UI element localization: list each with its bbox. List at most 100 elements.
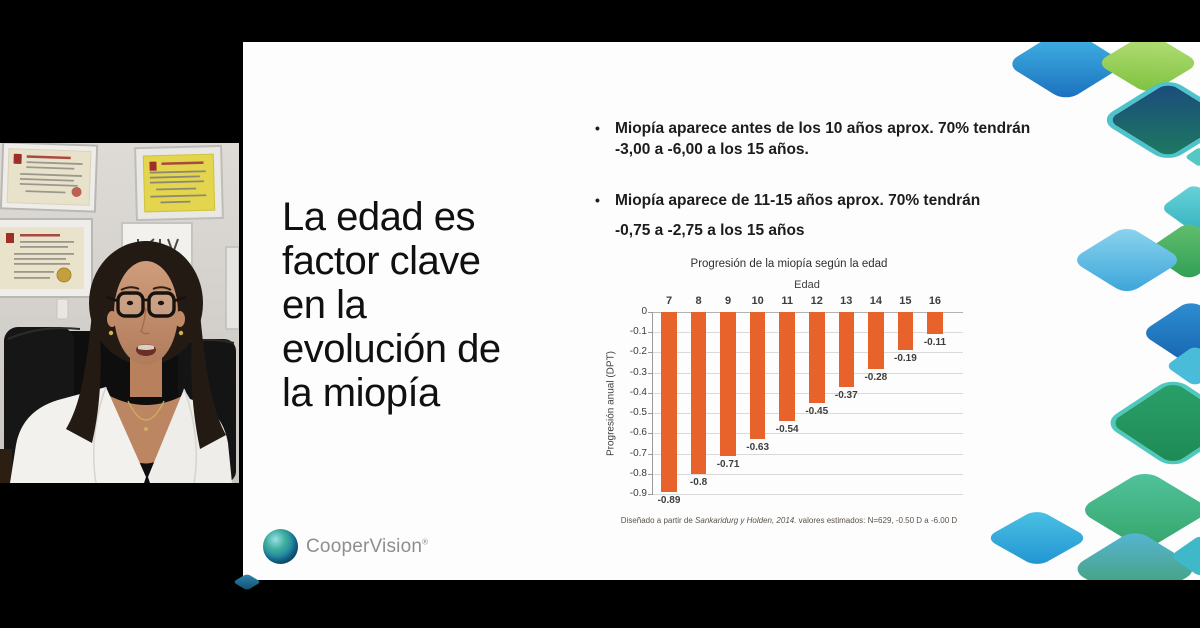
chart-y-tick — [648, 413, 653, 415]
chart-gridline — [653, 372, 963, 374]
certificate-frame — [134, 144, 224, 222]
presenter-illustration — [0, 143, 239, 483]
registered-mark: ® — [422, 537, 429, 547]
webcam-video — [0, 143, 239, 483]
logo-word: CooperVision — [306, 535, 423, 557]
chart-value-label: -0.19 — [893, 353, 917, 365]
chart-y-tick — [648, 433, 653, 435]
chart-value-label: -0.11 — [923, 337, 947, 349]
chart-y-tick — [648, 312, 653, 313]
chart-y-tick-label: -0.9 — [629, 488, 647, 499]
bullet-item: • Miopía aparece de 11-15 años aprox. 70… — [595, 190, 1095, 241]
coopervision-globe-icon — [263, 529, 298, 564]
bullet-list: • Miopía aparece antes de los 10 años ap… — [595, 118, 1095, 241]
chart-x-tick-label: 12 — [810, 295, 823, 307]
chart-gridline — [653, 453, 963, 455]
chart-y-tick-label: -0.4 — [629, 386, 647, 398]
chart-gridline — [653, 392, 963, 394]
earring — [178, 330, 184, 336]
chart-x-axis-title: Edad — [794, 279, 820, 291]
bullet-text: Miopía aparece de 11-15 años aprox. 70% … — [615, 192, 981, 209]
glasses — [105, 291, 187, 318]
certificate-frame — [0, 218, 93, 298]
chart-value-label: -0.71 — [716, 458, 740, 470]
chart-x-tick-label: 13 — [840, 295, 853, 307]
chart-y-tick — [648, 352, 653, 354]
chart-y-tick-label: -0.8 — [629, 467, 647, 479]
chart-gridline — [653, 413, 963, 415]
chart-x-tick-label: 9 — [725, 295, 732, 307]
slide-title-line: en la — [282, 283, 367, 327]
chart-y-tick — [648, 453, 653, 455]
chart-bar — [838, 312, 855, 387]
slide-title-line: la miopía — [282, 371, 440, 415]
chart-bar — [809, 312, 825, 403]
slide-title-line: evolución de — [282, 327, 501, 371]
chart-y-tick — [648, 494, 653, 495]
necklace — [127, 400, 165, 421]
chart-y-tick-label: -0.5 — [629, 407, 647, 419]
chart-value-label: -0.28 — [864, 371, 888, 383]
slide-title: La edad es factor clave en la evolución … — [282, 195, 501, 415]
bullet-text: -0,75 a -2,75 a los 15 años — [615, 222, 805, 239]
chart-value-label: -0.63 — [746, 442, 770, 454]
chart-bar — [868, 312, 884, 369]
decor-diamond — [1098, 77, 1200, 163]
chart-bar — [661, 312, 677, 492]
chart-bar — [749, 312, 766, 440]
chart-gridline — [653, 494, 963, 495]
bullet-marker: • — [595, 120, 600, 136]
age-progression-chart: Progresión de la miopía según la edad Ed… — [603, 258, 975, 530]
earring — [108, 330, 114, 336]
chart-x-tick-label: 10 — [751, 295, 764, 307]
chart-x-tick-label: 14 — [869, 295, 882, 307]
chart-y-tick — [648, 392, 653, 394]
chart-y-tick-label: -0.3 — [629, 366, 647, 378]
chart-bar — [779, 312, 795, 422]
coopervision-logo-text: CooperVision® — [306, 536, 428, 558]
footnote-suffix: valores estimados: N=629, -0.50 D a -6.0… — [796, 516, 958, 525]
light-switch — [56, 298, 69, 320]
presenter — [10, 241, 232, 483]
chart-gridline — [653, 312, 963, 313]
bullet-text: Miopía aparece antes de los 10 años apro… — [615, 120, 1031, 137]
chart-title: Progresión de la miopía según la edad — [690, 258, 888, 270]
chart-x-tick-label: 7 — [665, 295, 673, 307]
chart-bar — [897, 312, 914, 351]
chart-plot-area: 7 -0.89 8 -0.8 9 -0.71 10 -0.63 11 -0.54 12 -0.45 13… — [648, 295, 963, 506]
chart-value-label: -0.37 — [834, 389, 858, 401]
chart-x-tick-label: 8 — [695, 295, 702, 307]
chart-y-tick-label: -0.1 — [629, 326, 647, 338]
chart-x-tick-label: 15 — [899, 295, 912, 307]
coopervision-logo: CooperVision® — [263, 529, 428, 564]
footnote-source: Sankaridurg y Holden, 2014. — [695, 516, 797, 525]
chart-gridline — [653, 473, 963, 475]
chart-value-label: -0.89 — [657, 494, 681, 506]
chart-y-tick — [648, 332, 653, 334]
bullet-text: -3,00 a -6,00 a los 15 años. — [615, 141, 809, 158]
decor-diamond — [984, 508, 1090, 568]
chart-y-tick-label: -0.7 — [629, 447, 647, 459]
decor-diamond — [1005, 42, 1127, 102]
chart-y-tick — [648, 372, 653, 374]
bullet-marker: • — [595, 192, 600, 208]
chart-value-label: -0.8 — [689, 476, 708, 488]
chart-bar — [720, 312, 736, 456]
chart-bar — [927, 312, 943, 335]
chart-gridline — [653, 352, 963, 354]
footnote-prefix: Diseñado a partir de — [620, 516, 696, 525]
chart-y-tick — [648, 473, 653, 475]
chart-y-tick-label: 0 — [641, 306, 647, 317]
slide-title-line: factor clave — [282, 239, 481, 283]
chart-y-tick-label: -0.6 — [629, 427, 647, 439]
decor-diamond — [1102, 376, 1200, 470]
chart-value-label: -0.54 — [775, 424, 799, 436]
bullet-item: • Miopía aparece antes de los 10 años ap… — [595, 118, 1095, 160]
chart-bar — [690, 312, 707, 474]
chart-gridline — [653, 433, 963, 435]
chart-x-tick-label: 11 — [781, 295, 793, 307]
chart-y-tick-label: -0.2 — [629, 346, 647, 358]
chart-gridline — [653, 332, 963, 334]
chart-value-label: -0.45 — [805, 406, 829, 417]
